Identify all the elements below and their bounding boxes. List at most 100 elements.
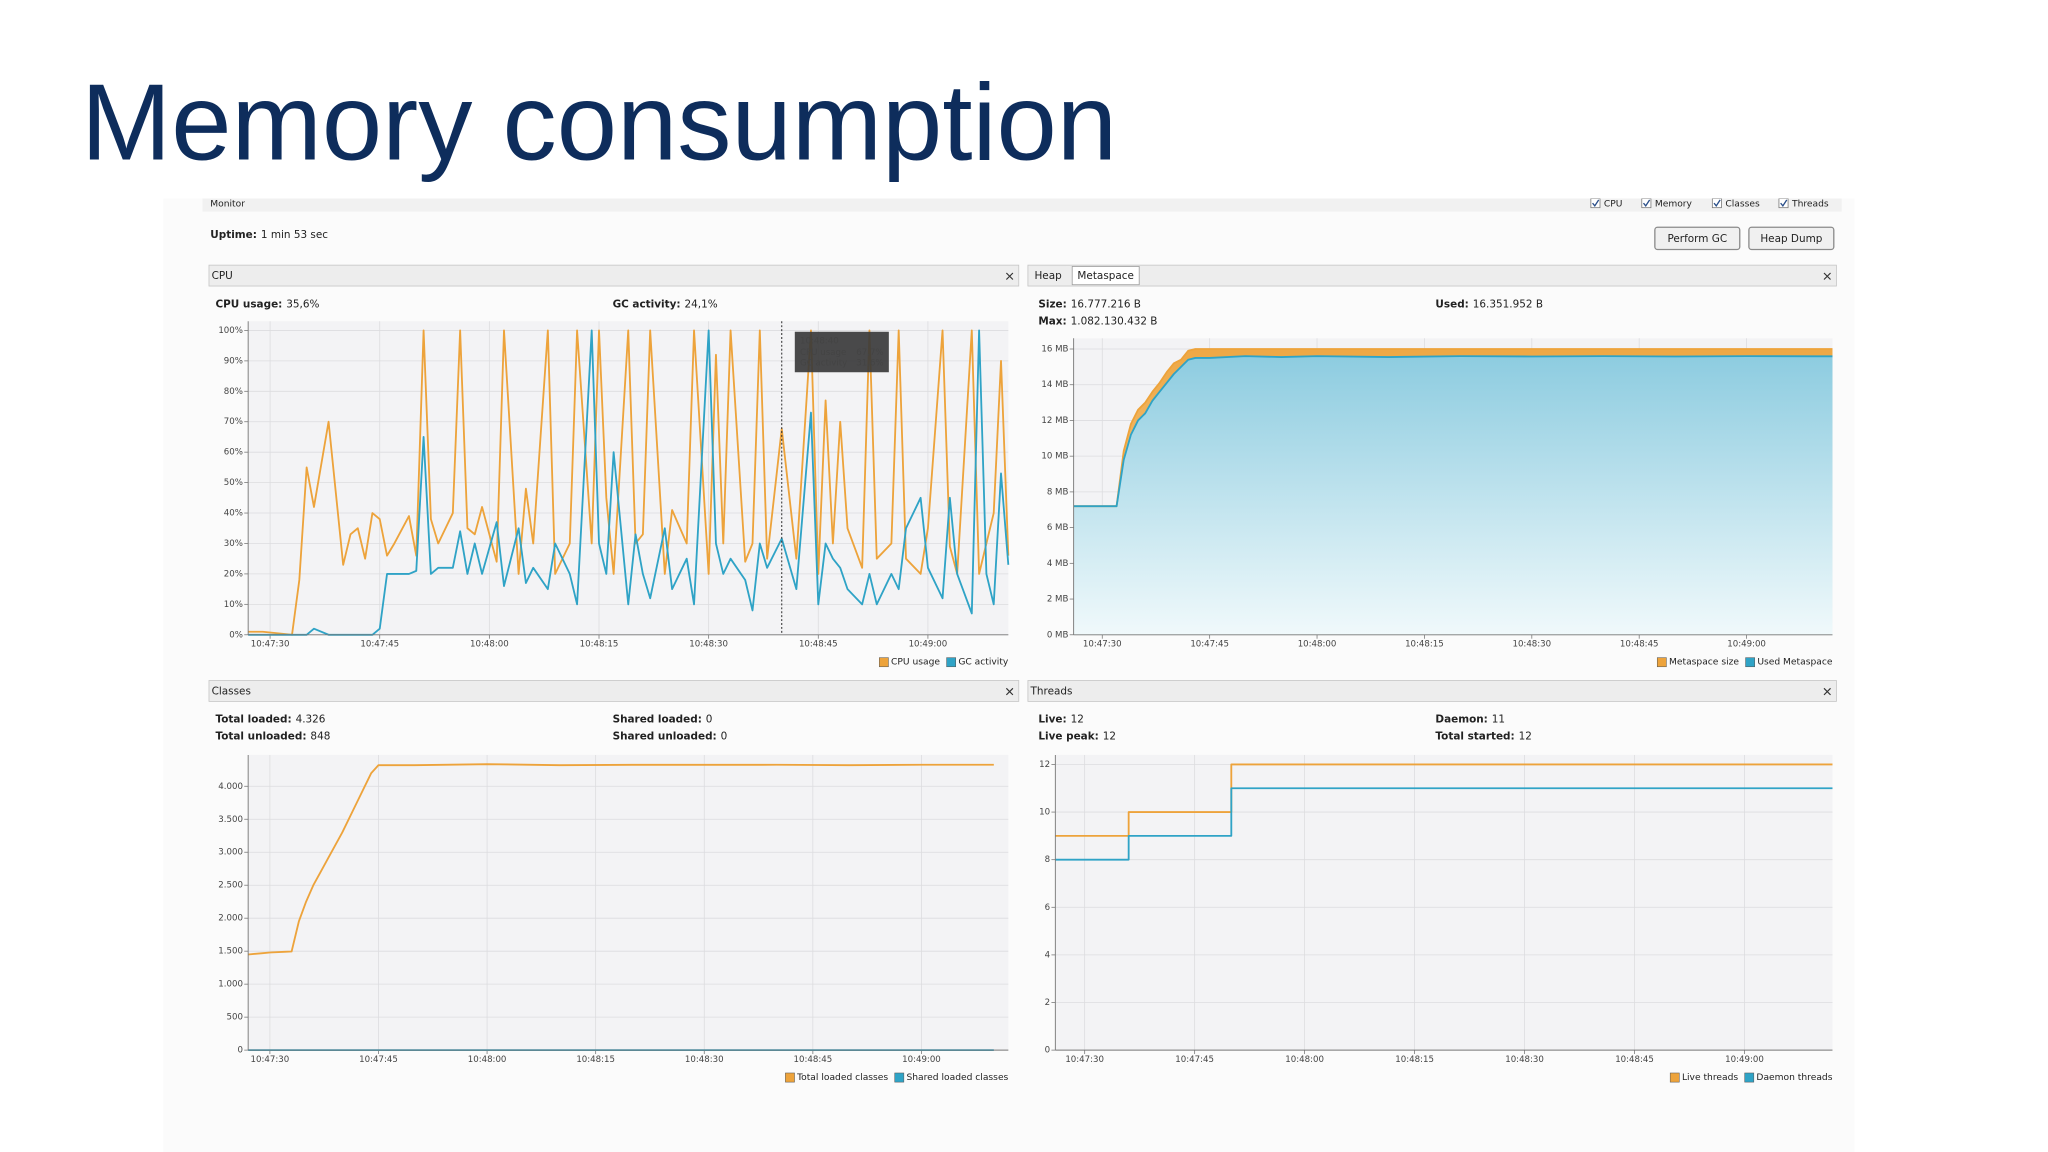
checkbox[interactable] (1711, 198, 1722, 209)
x-tick-label: 10:48:15 (1395, 1055, 1434, 1065)
x-tick-label: 10:48:00 (468, 1055, 507, 1065)
legend-swatch (1669, 1072, 1680, 1083)
tooltip-label: GC activity (800, 359, 847, 369)
y-tick-label: 80% (224, 387, 243, 397)
y-tick-label: 16 MB (1041, 345, 1068, 355)
x-tick-label: 10:47:30 (1065, 1055, 1104, 1065)
y-tick-label: 4 MB (1047, 559, 1069, 569)
y-tick-label: 2 MB (1047, 595, 1069, 605)
tab-label[interactable]: Metaspace (1077, 270, 1134, 282)
series-line (248, 763, 994, 956)
stat: Shared unloaded: 0 (613, 731, 728, 743)
tooltip-label: CPU usage (800, 348, 846, 358)
x-tick-label: 10:48:15 (1405, 639, 1444, 649)
perform-gc-button[interactable] (1654, 226, 1741, 251)
checkbox-tick (1713, 199, 1721, 207)
tooltip-value: 67,7% (856, 348, 883, 358)
y-tick-label: 10 (1039, 808, 1050, 818)
close-icon[interactable] (1823, 272, 1831, 280)
x-tick-label: 10:48:00 (1298, 639, 1337, 649)
y-tick-label: 12 MB (1041, 416, 1068, 426)
stat-value: 12 (1071, 714, 1084, 726)
checkbox[interactable] (1641, 198, 1652, 209)
stat-label: Total unloaded: (216, 731, 307, 743)
legend-swatch (894, 1072, 905, 1083)
close-icon[interactable] (1005, 687, 1014, 696)
x-tick-label: 10:48:15 (580, 639, 619, 649)
y-tick-label: 0 MB (1047, 630, 1069, 640)
x-tick-label: 10:49:00 (1725, 1055, 1764, 1065)
x-tick-label: 10:48:00 (1285, 1055, 1324, 1065)
stat-label: Daemon: (1435, 714, 1487, 726)
y-tick-label: 90% (224, 356, 243, 366)
uptime-label: Uptime: (210, 229, 257, 241)
x-tick-label: 10:47:30 (1083, 639, 1122, 649)
close-icon[interactable] (1005, 272, 1014, 280)
y-tick-label: 2 (1045, 998, 1050, 1008)
x-tick-label: 10:48:45 (1615, 1055, 1654, 1065)
heap-dump-label[interactable]: Heap Dump (1760, 233, 1822, 245)
checkbox-label[interactable]: Threads (1791, 199, 1829, 209)
checkbox-label[interactable]: Classes (1725, 199, 1760, 209)
x-tick-label: 10:47:30 (251, 1055, 290, 1065)
slide-title: Memory consumption (81, 61, 1117, 182)
checkbox-label[interactable]: Memory (1655, 199, 1693, 209)
stat: Shared loaded: 0 (613, 714, 713, 726)
x-tick-label: 10:48:15 (576, 1055, 615, 1065)
stat: Used: 16.351.952 B (1435, 298, 1543, 310)
checkbox-tick (1642, 199, 1651, 207)
legend-label: Shared loaded classes (906, 1073, 1008, 1083)
legend-label: CPU usage (891, 658, 940, 668)
panel-header (1027, 680, 1837, 702)
x-tick-label: 10:48:45 (1620, 639, 1659, 649)
series-line (248, 329, 1010, 636)
y-tick-label: 10% (224, 600, 243, 610)
stat: Max: 1.082.130.432 B (1038, 315, 1157, 327)
stat-value: 12 (1103, 731, 1116, 743)
y-tick-label: 70% (224, 417, 243, 427)
stat-value: 1.082.130.432 B (1071, 315, 1158, 327)
stat: Size: 16.777.216 B (1038, 298, 1141, 310)
y-tick-label: 0 (1045, 1046, 1050, 1056)
stat-label: Shared unloaded: (613, 731, 717, 743)
stat-value: 0 (721, 731, 728, 743)
y-tick-label: 10 MB (1041, 452, 1068, 462)
legend-swatch (1656, 657, 1667, 668)
stat: Total unloaded: 848 (216, 731, 331, 743)
y-tick-label: 0% (229, 630, 243, 640)
y-tick-label: 0 (237, 1046, 242, 1056)
close-icon[interactable] (1823, 687, 1831, 696)
series-line (1055, 787, 1833, 861)
y-tick-label: 500 (227, 1013, 243, 1023)
y-tick-label: 6 (1045, 903, 1050, 913)
plot-background (248, 321, 1009, 635)
checkbox-label[interactable]: CPU (1604, 199, 1623, 209)
panel-header (208, 680, 1020, 702)
x-tick-label: 10:47:45 (1175, 1055, 1214, 1065)
x-tick-label: 10:48:45 (799, 639, 838, 649)
plot-background (248, 754, 1009, 1051)
x-tick-label: 10:47:30 (251, 639, 290, 649)
panel-header (208, 264, 1020, 287)
stat-value: 12 (1519, 731, 1532, 743)
stat-label: Live: (1038, 714, 1066, 726)
x-tick-label: 10:48:00 (470, 639, 509, 649)
legend-label: Metaspace size (1669, 658, 1739, 668)
tab[interactable] (1029, 266, 1067, 285)
checkbox[interactable] (1590, 198, 1601, 209)
tab[interactable] (1071, 266, 1140, 286)
stat: GC activity: 24,1% (613, 298, 718, 310)
checkbox[interactable] (1778, 198, 1789, 209)
stat-label: GC activity: (613, 298, 681, 310)
legend-swatch (1744, 1072, 1755, 1083)
stat-label: Shared loaded: (613, 714, 702, 726)
y-tick-label: 14 MB (1041, 380, 1068, 390)
perform-gc-label[interactable]: Perform GC (1667, 233, 1727, 245)
stat-value: 11 (1492, 714, 1505, 726)
legend-label: Used Metaspace (1757, 658, 1833, 668)
stat-label: Used: (1435, 298, 1468, 310)
tab-label[interactable]: Heap (1034, 270, 1062, 282)
y-tick-label: 8 MB (1047, 487, 1069, 497)
y-tick-label: 100% (218, 326, 243, 336)
heap-dump-button[interactable] (1748, 226, 1835, 251)
